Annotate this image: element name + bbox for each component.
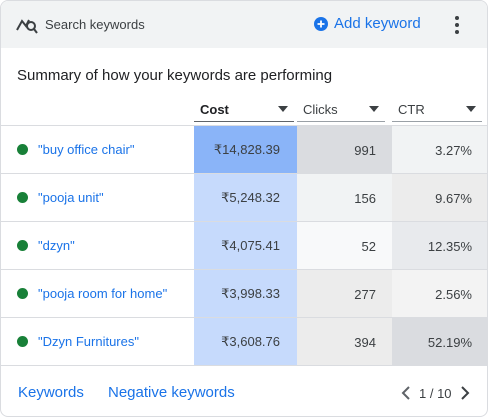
column-label-ctr: CTR — [398, 101, 425, 117]
ctr-cell: 3.27% — [392, 126, 487, 174]
sort-caret-icon — [278, 106, 288, 112]
cost-cell: ₹3,608.76 — [194, 318, 297, 366]
chevron-left-icon[interactable] — [399, 384, 413, 402]
card-title: Search keywords — [45, 17, 145, 32]
cost-cell: ₹4,075.41 — [194, 222, 297, 270]
clicks-cell: 277 — [297, 270, 392, 318]
ctr-cell: 2.56% — [392, 270, 487, 318]
add-keyword-button[interactable]: Add keyword — [314, 15, 421, 32]
add-circle-icon — [314, 16, 328, 31]
status-dot-icon — [17, 192, 28, 203]
negative-keywords-link[interactable]: Negative keywords — [108, 384, 235, 401]
column-label-cost: Cost — [200, 101, 229, 117]
column-header-cost[interactable]: Cost — [194, 97, 294, 122]
keywords-link[interactable]: Keywords — [18, 384, 84, 401]
summary-heading: Summary of how your keywords are perform… — [17, 67, 333, 84]
table-row: "buy office chair" ₹14,828.39 991 3.27% — [1, 125, 487, 174]
table-row: "Dzyn Furnitures" ₹3,608.76 394 52.19% — [1, 317, 487, 366]
status-dot-icon — [17, 240, 28, 251]
table-bottom-divider — [1, 365, 487, 366]
sort-caret-icon — [466, 106, 476, 112]
keyword-link[interactable]: "buy office chair" — [38, 142, 135, 157]
add-keyword-label: Add keyword — [334, 15, 421, 32]
search-keywords-icon — [16, 19, 38, 34]
table-row: "pooja room for home" ₹3,998.33 277 2.56… — [1, 269, 487, 318]
sort-caret-icon — [369, 106, 379, 112]
more-vert-icon[interactable] — [449, 13, 465, 37]
status-dot-icon — [17, 288, 28, 299]
column-underline — [194, 121, 294, 122]
keyword-link[interactable]: "pooja room for home" — [38, 286, 168, 301]
ctr-cell: 52.19% — [392, 318, 487, 366]
pagination: 1 / 10 — [399, 382, 472, 404]
column-header-clicks[interactable]: Clicks — [297, 97, 385, 122]
clicks-cell: 394 — [297, 318, 392, 366]
column-underline — [392, 121, 482, 122]
column-header-ctr[interactable]: CTR — [392, 97, 482, 122]
keyword-link[interactable]: "Dzyn Furnitures" — [38, 334, 139, 349]
status-dot-icon — [17, 144, 28, 155]
chevron-right-icon[interactable] — [458, 384, 472, 402]
table-row: "dzyn" ₹4,075.41 52 12.35% — [1, 221, 487, 270]
ctr-cell: 12.35% — [392, 222, 487, 270]
ctr-cell: 9.67% — [392, 174, 487, 222]
clicks-cell: 991 — [297, 126, 392, 174]
card-header: Search keywords Add keyword — [1, 1, 487, 48]
status-dot-icon — [17, 336, 28, 347]
column-underline — [297, 121, 385, 122]
clicks-cell: 156 — [297, 174, 392, 222]
cost-cell: ₹5,248.32 — [194, 174, 297, 222]
keyword-link[interactable]: "pooja unit" — [38, 190, 104, 205]
clicks-cell: 52 — [297, 222, 392, 270]
page-indicator: 1 / 10 — [419, 385, 452, 401]
column-label-clicks: Clicks — [303, 101, 338, 117]
table-row: "pooja unit" ₹5,248.32 156 9.67% — [1, 173, 487, 222]
keyword-link[interactable]: "dzyn" — [38, 238, 75, 253]
cost-cell: ₹3,998.33 — [194, 270, 297, 318]
cost-cell: ₹14,828.39 — [194, 126, 297, 174]
